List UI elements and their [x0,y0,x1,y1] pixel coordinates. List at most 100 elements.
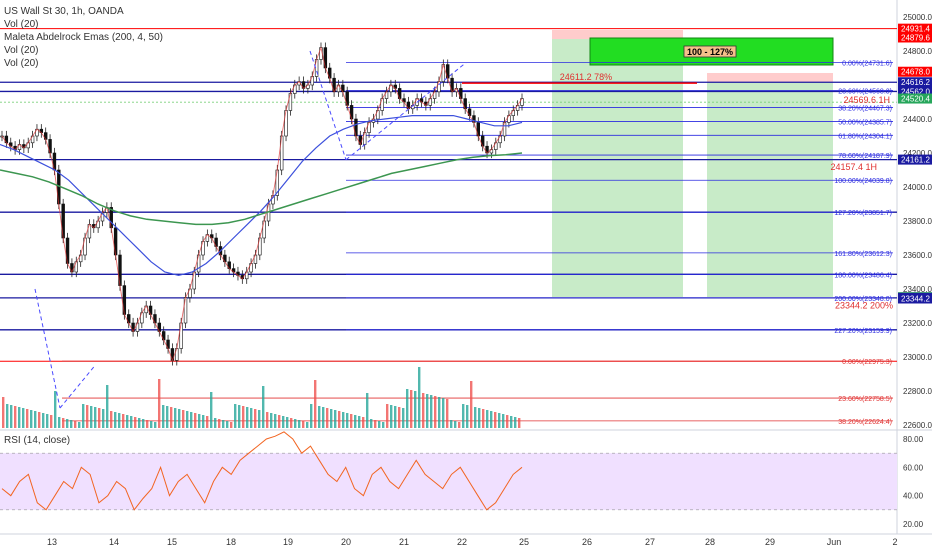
trend-dash-4 [345,62,467,161]
price-axis-tick: 23800.0 [903,217,932,226]
volume-bar [478,408,481,428]
volume-bar [82,404,85,428]
volume-bar [506,415,509,428]
price-tag-label: 24616.2 [901,78,930,87]
volume-bar [242,406,245,428]
volume-bar [250,408,253,428]
volume-bar [334,410,337,428]
volume-bar [254,409,257,428]
volume-bar [462,404,465,428]
volume-bar [214,418,217,428]
volume-bar [418,367,421,428]
trend-dash-3 [309,50,347,160]
fib-level-label: 61.80%(24304.1) [838,133,892,140]
volume-bar [422,393,425,428]
time-axis-tick: 2 [892,537,897,547]
volume-bar [102,409,105,428]
time-axis-tick: 25 [519,537,529,547]
legend-vol-2: Vol (20) [4,45,39,56]
volume-bar [134,417,137,428]
volume-bar [182,410,185,428]
volume-bar [466,405,469,428]
rsi-axis-tick: 20.00 [903,520,924,529]
volume-bar [170,407,173,428]
fib-level-label: 200.00%(23348.0) [834,296,892,303]
volume-bar [438,397,441,428]
annotation-200: 23344.2 200% [835,300,893,310]
volume-bar [406,389,409,428]
volume-bar [346,413,349,428]
volume-bar [70,420,73,428]
volume-bar [258,410,261,428]
trend-dash-1 [34,288,61,409]
volume-bar [2,397,5,428]
rsi-axis-tick: 80.00 [903,435,924,444]
fib-level-label: 161.80%(23612.3) [834,251,892,258]
volume-bar [6,404,9,428]
volume-bar [494,412,497,428]
price-axis-tick: 23000.0 [903,353,932,362]
volume-bar [490,411,493,428]
rsi-axis-tick: 40.00 [903,492,924,501]
time-axis-tick: 18 [226,537,236,547]
volume-bar [382,422,385,428]
volume-bar [234,404,237,428]
annotation-1h-low: 24157.4 1H [830,162,877,172]
price-tag-label: 24931.4 [901,25,930,34]
volume-bar [378,421,381,428]
legend-symbol: US Wall St 30, 1h, OANDA [4,6,124,17]
legend-emas: Maleta Abdelrock Emas (200, 4, 50) [4,32,163,43]
volume-bar [446,399,449,428]
volume-bar [482,409,485,428]
volume-bar [390,405,393,428]
volume-bar [110,411,113,428]
fib-level-label: 127.20%(23851.7) [834,210,892,217]
chart-legend: US Wall St 30, 1h, OANDA Vol (20) Maleta… [4,5,163,70]
volume-bar [450,420,453,428]
fib-level-label: 38.20%(22624.4) [838,419,892,426]
volume-bar [46,414,49,428]
volume-bar [54,391,57,428]
fib-level-label: 0.00%(24731.6) [842,61,892,68]
volume-bar [326,408,329,428]
volume-bar [442,398,445,428]
volume-bar [286,417,289,428]
volume-bar [166,406,169,428]
volume-bar [26,409,29,428]
price-tag [898,154,932,165]
price-axis-tick: 25000.0 [903,13,932,22]
volume-bar [266,412,269,428]
volume-bar [130,416,133,428]
volume-bar [150,421,153,428]
volume-bar [174,408,177,428]
volume-bar [22,408,25,428]
volume-bar [398,407,401,428]
rsi-band [0,453,897,510]
volume-bar [294,419,297,428]
volume-bar [154,422,157,428]
rsi-axis-tick: 60.00 [903,463,924,472]
time-axis-tick: 21 [399,537,409,547]
price-tag-label: 24678.0 [901,68,930,77]
rsi-line [1,431,523,511]
time-axis-tick: 15 [167,537,177,547]
volume-bar [38,412,41,428]
volume-bar [290,418,293,428]
volume-bar [498,413,501,428]
volume-bar [322,407,325,428]
price-tag [898,77,932,88]
price-tag [898,293,932,304]
fib-level-label: 38.20%(24467.3) [838,106,892,113]
legend-vol-3: Vol (20) [4,58,39,69]
volume-bar [30,410,33,428]
price-axis-tick: 24200.0 [903,149,932,158]
volume-bar [310,404,313,428]
price-axis-tick: 23200.0 [903,319,932,328]
volume-bar [146,420,149,428]
price-axis-tick: 22800.0 [903,387,932,396]
rsi-label: RSI (14, close) [4,435,71,446]
volume-bar [42,413,45,428]
ema-200-line [0,152,523,226]
price-axis-tick: 24800.0 [903,47,932,56]
